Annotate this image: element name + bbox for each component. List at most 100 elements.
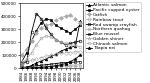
Northern quahog xyxy=(79,46,81,47)
Red swamp crayfish xyxy=(55,39,57,40)
Atlantic salmon xyxy=(36,62,37,63)
Northern quahog xyxy=(69,44,71,45)
Pacific cupped oyster xyxy=(65,30,66,31)
Pacific cupped oyster xyxy=(55,25,57,26)
Pacific cupped oyster xyxy=(45,18,47,19)
Golden shiner xyxy=(50,66,52,67)
Chinook salmon xyxy=(65,66,66,67)
Golden shiner xyxy=(60,65,62,66)
Blue mussel xyxy=(26,67,28,68)
Northern quahog xyxy=(26,59,28,60)
Tilapia nei xyxy=(79,55,81,56)
Atlantic salmon xyxy=(45,59,47,60)
Tilapia nei xyxy=(50,66,52,67)
Rainbow trout xyxy=(36,59,37,60)
Pacific cupped oyster xyxy=(74,29,76,30)
Northern quahog xyxy=(40,38,42,39)
Atlantic salmon xyxy=(69,47,71,48)
Red swamp crayfish xyxy=(40,18,42,19)
Catfish xyxy=(31,40,33,41)
Red swamp crayfish xyxy=(69,43,71,44)
Blue mussel xyxy=(50,64,52,65)
Line: Atlantic salmon: Atlantic salmon xyxy=(21,20,81,69)
Line: Red swamp crayfish: Red swamp crayfish xyxy=(21,12,81,66)
Red swamp crayfish xyxy=(21,64,23,65)
Atlantic salmon xyxy=(74,46,76,47)
Red swamp crayfish xyxy=(60,42,62,43)
Red swamp crayfish xyxy=(45,27,47,28)
Catfish xyxy=(65,16,66,17)
Golden shiner xyxy=(79,64,81,65)
Blue mussel xyxy=(36,65,37,66)
Red swamp crayfish xyxy=(79,40,81,41)
Chinook salmon xyxy=(36,67,37,68)
Catfish xyxy=(55,20,57,21)
Northern quahog xyxy=(21,63,23,64)
Chinook salmon xyxy=(69,66,71,67)
Red swamp crayfish xyxy=(36,13,37,14)
Pacific cupped oyster xyxy=(69,33,71,34)
Rainbow trout xyxy=(55,53,57,54)
Line: Rainbow trout: Rainbow trout xyxy=(21,50,81,63)
Atlantic salmon xyxy=(31,65,33,66)
Line: Catfish: Catfish xyxy=(21,14,81,57)
Blue mussel xyxy=(21,67,23,68)
Atlantic salmon xyxy=(26,67,28,68)
Northern quahog xyxy=(65,43,66,44)
Catfish xyxy=(60,17,62,18)
Tilapia nei xyxy=(45,67,47,68)
Red swamp crayfish xyxy=(65,44,66,45)
Chinook salmon xyxy=(21,67,23,68)
Catfish xyxy=(79,22,81,23)
Legend: Atlantic salmon, Pacific cupped oyster, Catfish, Rainbow trout, Red swamp crayfi: Atlantic salmon, Pacific cupped oyster, … xyxy=(85,2,141,52)
Chinook salmon xyxy=(50,66,52,67)
Golden shiner xyxy=(31,67,33,68)
Line: Tilapia nei: Tilapia nei xyxy=(20,53,82,70)
Chinook salmon xyxy=(60,66,62,67)
Chinook salmon xyxy=(74,66,76,67)
Golden shiner xyxy=(40,66,42,67)
Tilapia nei xyxy=(69,61,71,62)
Catfish xyxy=(74,18,76,19)
Line: Pacific cupped oyster: Pacific cupped oyster xyxy=(21,17,81,63)
Blue mussel xyxy=(69,62,71,63)
Catfish xyxy=(26,48,28,49)
Atlantic salmon xyxy=(60,51,62,52)
Northern quahog xyxy=(45,35,47,36)
Northern quahog xyxy=(31,52,33,53)
Line: Golden shiner: Golden shiner xyxy=(21,63,81,69)
Rainbow trout xyxy=(65,52,66,53)
Chinook salmon xyxy=(31,67,33,68)
Red swamp crayfish xyxy=(31,31,33,32)
Northern quahog xyxy=(55,39,57,40)
Catfish xyxy=(36,33,37,34)
Blue mussel xyxy=(31,66,33,67)
Line: Blue mussel: Blue mussel xyxy=(21,60,81,69)
Atlantic salmon xyxy=(55,54,57,55)
Tilapia nei xyxy=(60,64,62,65)
Golden shiner xyxy=(65,65,66,66)
Tilapia nei xyxy=(26,67,28,68)
Atlantic salmon xyxy=(65,49,66,50)
Atlantic salmon xyxy=(40,60,42,61)
Line: Chinook salmon: Chinook salmon xyxy=(21,65,81,69)
Catfish xyxy=(45,25,47,26)
Blue mussel xyxy=(79,61,81,62)
Rainbow trout xyxy=(79,51,81,52)
Golden shiner xyxy=(69,65,71,66)
Rainbow trout xyxy=(50,55,52,56)
Blue mussel xyxy=(40,65,42,66)
Golden shiner xyxy=(26,67,28,68)
Tilapia nei xyxy=(21,67,23,68)
Tilapia nei xyxy=(31,67,33,68)
Blue mussel xyxy=(55,63,57,64)
Rainbow trout xyxy=(60,53,62,54)
Blue mussel xyxy=(65,62,66,63)
Rainbow trout xyxy=(69,52,71,53)
Golden shiner xyxy=(45,66,47,67)
Pacific cupped oyster xyxy=(26,52,28,53)
Pacific cupped oyster xyxy=(60,27,62,28)
Northern quahog xyxy=(60,42,62,43)
Rainbow trout xyxy=(31,60,33,61)
Chinook salmon xyxy=(79,66,81,67)
